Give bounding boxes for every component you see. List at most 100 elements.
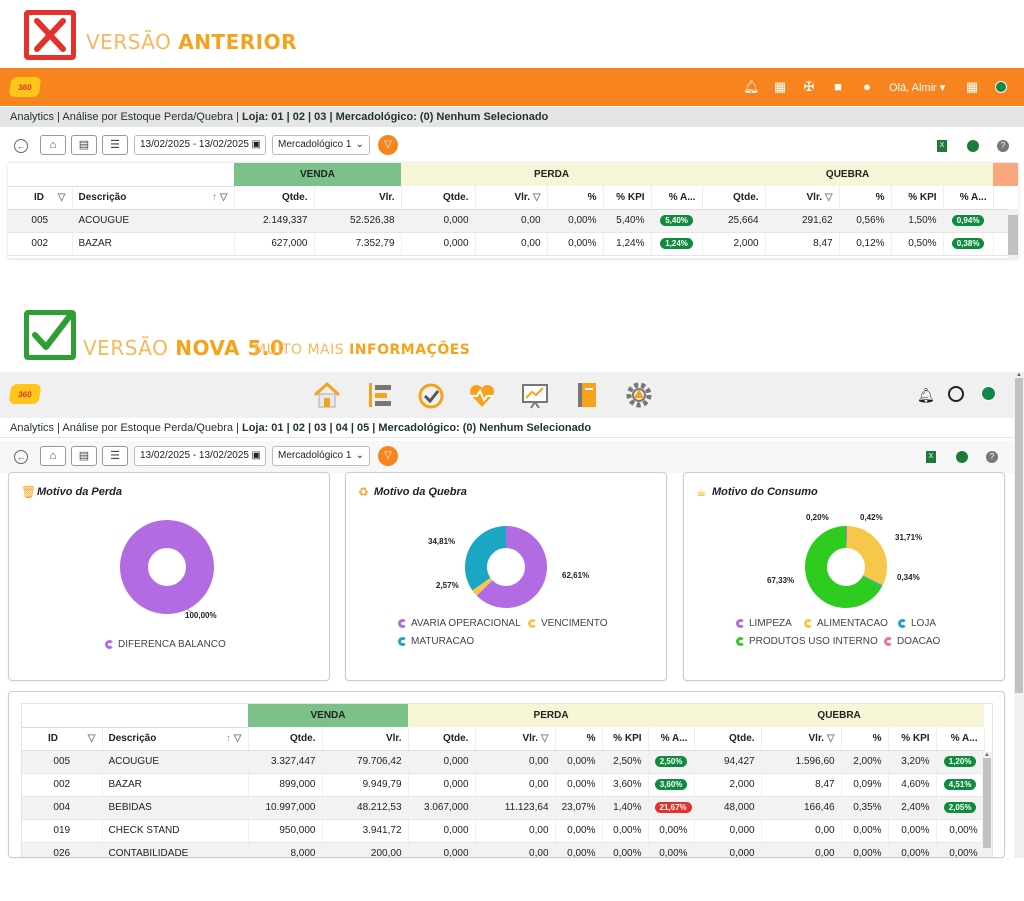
home-icon[interactable] bbox=[312, 380, 342, 410]
book-icon[interactable] bbox=[572, 380, 602, 410]
bell-icon[interactable]: 🔔︎ bbox=[743, 79, 760, 94]
col-header-perda-qtde[interactable]: Qtde. bbox=[401, 186, 476, 210]
col-header-perda-a[interactable]: % A... bbox=[651, 186, 703, 210]
col-header-descricao[interactable]: Descrição ↑ ▽ bbox=[72, 186, 235, 210]
col-header-venda-qtde[interactable]: Qtde. bbox=[234, 186, 315, 210]
settings-button[interactable]: ☰ bbox=[102, 446, 128, 466]
col-header-perda-vlr[interactable]: Vlr. ▽ bbox=[475, 727, 556, 751]
col-header-perda-a[interactable]: % A... bbox=[648, 727, 695, 751]
filter-icon[interactable]: ▽ bbox=[826, 732, 835, 744]
col-header-quebra-kpi[interactable]: % KPI bbox=[891, 186, 944, 210]
scrollbar[interactable] bbox=[1008, 209, 1018, 258]
back-icon[interactable]: ← bbox=[14, 139, 28, 153]
heart-pulse-icon[interactable] bbox=[467, 380, 497, 410]
legend-item[interactable]: ALIMENTACAO bbox=[804, 618, 888, 629]
filter-icon[interactable]: ▽ bbox=[824, 191, 833, 203]
excel-icon[interactable]: X bbox=[926, 451, 936, 463]
date-range-input[interactable]: 13/02/2025 - 13/02/2025 ▣ bbox=[134, 135, 266, 155]
archive-button[interactable]: ▤ bbox=[71, 446, 97, 466]
slice-produtos-uso-interno[interactable] bbox=[805, 526, 887, 608]
filter-button[interactable]: ▽ bbox=[378, 135, 398, 155]
table-row[interactable]: 005 ACOUGUE 3.327,447 79.706,42 0,000 0,00 0,0… bbox=[22, 750, 985, 774]
table-row[interactable]: 019 CHECK STAND 950,000 3.941,72 0,000 0,00 0,… bbox=[22, 819, 985, 843]
video-icon[interactable]: ■ bbox=[834, 79, 842, 94]
filter-icon[interactable]: ▽ bbox=[540, 732, 549, 744]
col-header-perda-kpi[interactable]: % KPI bbox=[602, 727, 649, 751]
col-header-quebra-a[interactable]: % A... bbox=[936, 727, 985, 751]
grid-icon[interactable]: ▦ bbox=[965, 79, 979, 94]
presentation-chart-icon[interactable] bbox=[520, 380, 550, 410]
donut-chart[interactable] bbox=[796, 517, 896, 617]
table-row[interactable]: 005 ACOUGUE 2.149,337 52.526,38 0,000 0,… bbox=[8, 209, 1018, 233]
col-header-quebra-a[interactable]: % A... bbox=[943, 186, 994, 210]
logo[interactable]: 360 bbox=[8, 384, 42, 404]
logo[interactable]: 360 bbox=[8, 77, 42, 97]
store-button[interactable]: ⌂ bbox=[40, 135, 66, 155]
legend-item[interactable]: VENCIMENTO bbox=[528, 618, 608, 629]
bell-icon[interactable]: 🔔︎ bbox=[917, 387, 935, 403]
table-row[interactable]: 002 BAZAR 627,000 7.352,79 0,000 0,00 0,… bbox=[8, 232, 1018, 256]
building-icon[interactable]: ▦ bbox=[773, 79, 787, 94]
donut-chart[interactable] bbox=[456, 517, 556, 617]
col-header-descricao[interactable]: Descrição ↑ ▽ bbox=[102, 727, 249, 751]
col-header-quebra-kpi[interactable]: % KPI bbox=[888, 727, 937, 751]
filter-icon[interactable]: ▽ bbox=[57, 192, 66, 203]
table-scrollbar[interactable]: ▲ bbox=[982, 752, 992, 857]
col-header-perda-vlr[interactable]: Vlr. ▽ bbox=[475, 186, 548, 210]
settings-button[interactable]: ☰ bbox=[102, 135, 128, 155]
filter-button[interactable]: ▽ bbox=[378, 446, 398, 466]
timeline-icon[interactable] bbox=[365, 380, 395, 410]
slice-diferenca-balanco[interactable] bbox=[120, 520, 214, 614]
gear-icon[interactable] bbox=[624, 380, 654, 410]
slice-alimentacao[interactable] bbox=[805, 526, 887, 608]
sort-filter-icon[interactable]: ↑ ▽ bbox=[212, 192, 228, 203]
col-header-quebra-vlr[interactable]: Vlr. ▽ bbox=[761, 727, 842, 751]
date-range-input[interactable]: 13/02/2025 - 13/02/2025 ▣ bbox=[134, 446, 266, 466]
archive-button[interactable]: ▤ bbox=[71, 135, 97, 155]
filter-icon[interactable]: ▽ bbox=[87, 733, 96, 744]
check-clock-icon[interactable] bbox=[416, 380, 446, 410]
legend-item[interactable]: AVARIA OPERACIONAL bbox=[398, 618, 521, 629]
col-header-extra[interactable]: ( bbox=[993, 186, 1018, 210]
back-icon[interactable]: ← bbox=[14, 450, 28, 464]
filter-icon[interactable]: ▽ bbox=[532, 191, 541, 203]
clock-icon[interactable] bbox=[956, 451, 968, 463]
help-icon[interactable]: ? bbox=[986, 451, 998, 463]
col-header-venda-qtde[interactable]: Qtde. bbox=[248, 727, 323, 751]
col-header-quebra-pct[interactable]: % bbox=[841, 727, 889, 751]
col-header-id[interactable]: ID ▽ bbox=[8, 186, 73, 210]
excel-icon[interactable]: X bbox=[937, 140, 947, 152]
col-header-perda-pct[interactable]: % bbox=[547, 186, 604, 210]
col-header-quebra-qtde[interactable]: Qtde. bbox=[694, 727, 762, 751]
col-header-perda-kpi[interactable]: % KPI bbox=[603, 186, 652, 210]
store-button[interactable]: ⌂ bbox=[40, 446, 66, 466]
donut-chart[interactable] bbox=[117, 517, 217, 617]
sort-filter-icon[interactable]: ↑ ▽ bbox=[226, 733, 242, 744]
mercadologico-select[interactable]: Mercadológico 1 ⌄ bbox=[272, 446, 370, 466]
user-menu[interactable]: Olá, Almir ▾ bbox=[889, 81, 945, 94]
chat-icon[interactable]: ● bbox=[863, 79, 871, 94]
col-header-quebra-qtde[interactable]: Qtde. bbox=[702, 186, 766, 210]
col-header-perda-pct[interactable]: % bbox=[555, 727, 603, 751]
col-header-venda-vlr[interactable]: Vlr. bbox=[314, 186, 402, 210]
col-header-quebra-pct[interactable]: % bbox=[839, 186, 892, 210]
legend-item[interactable]: PRODUTOS USO INTERNO bbox=[736, 636, 878, 647]
col-header-venda-vlr[interactable]: Vlr. bbox=[322, 727, 409, 751]
col-header-quebra-vlr[interactable]: Vlr. ▽ bbox=[765, 186, 840, 210]
page-scrollbar[interactable]: ▲ bbox=[1014, 372, 1024, 858]
clock-icon[interactable] bbox=[967, 140, 979, 152]
legend-item[interactable]: MATURACAO bbox=[398, 636, 474, 647]
legend-item[interactable]: LIMPEZA bbox=[736, 618, 792, 629]
mercadologico-select[interactable]: Mercadológico 1 ⌄ bbox=[272, 135, 370, 155]
table-row[interactable]: 026 CONTABILIDADE 8,000 200,00 0,000 0,00 0,00… bbox=[22, 842, 985, 857]
signpost-icon[interactable]: ✠ bbox=[803, 79, 815, 94]
table-row[interactable]: 004 BEBIDAS 10.997,000 48.212,53 3.067,000 11… bbox=[22, 796, 985, 820]
slice-maturacao[interactable] bbox=[465, 526, 547, 608]
col-header-id[interactable]: ID ▽ bbox=[22, 727, 103, 751]
help-icon[interactable]: ? bbox=[997, 140, 1009, 152]
col-header-perda-qtde[interactable]: Qtde. bbox=[408, 727, 476, 751]
legend-item[interactable]: DIFERENCA BALANCO bbox=[105, 639, 226, 650]
user-icon[interactable] bbox=[948, 386, 964, 402]
legend-item[interactable]: LOJA bbox=[898, 618, 936, 629]
legend-item[interactable]: DOACAO bbox=[884, 636, 940, 647]
